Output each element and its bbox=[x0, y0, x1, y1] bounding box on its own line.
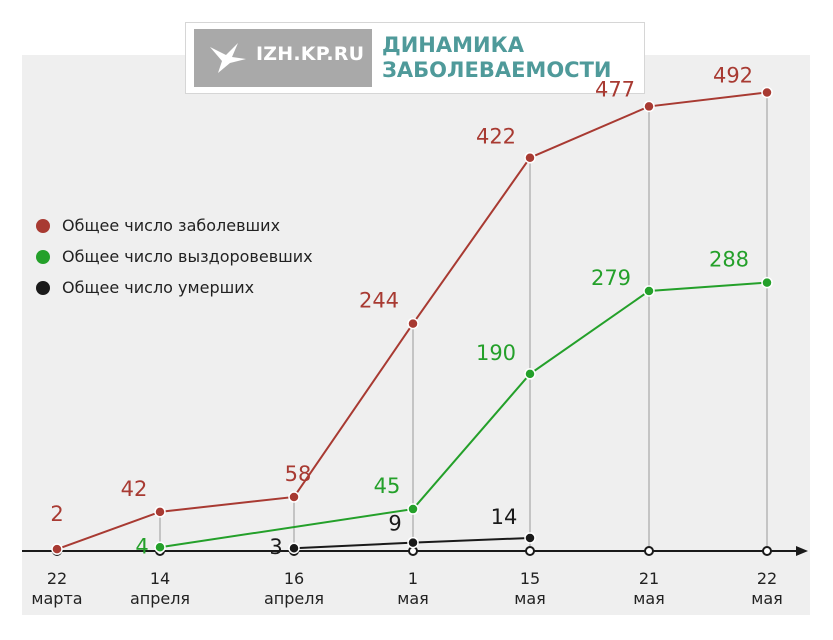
data-labels: 2 42 58 244 422 477 492 4 45 190 279 288 3 9 14 bbox=[50, 63, 753, 559]
chart-panel bbox=[22, 55, 810, 615]
legend-item-recovered: Общее число выздоровевших bbox=[36, 241, 313, 272]
data-point bbox=[524, 532, 536, 544]
data-label: 2 bbox=[50, 502, 63, 526]
x-tick-label: апреля bbox=[264, 589, 324, 608]
logo[interactable]: IZH.KP.RU bbox=[194, 29, 372, 87]
data-label: 288 bbox=[709, 248, 749, 272]
data-label: 477 bbox=[595, 77, 635, 101]
x-axis-arrow bbox=[796, 546, 808, 556]
logo-text: IZH.KP.RU bbox=[256, 43, 365, 65]
data-label: 58 bbox=[285, 462, 312, 486]
header: IZH.KP.RU ДИНАМИКА ЗАБОЛЕВАЕМОСТИ bbox=[185, 22, 645, 94]
data-label: 279 bbox=[591, 266, 631, 290]
data-point bbox=[761, 86, 773, 99]
data-label: 4 bbox=[135, 534, 148, 558]
x-tick-label: 22 bbox=[47, 569, 67, 588]
data-point bbox=[407, 503, 419, 515]
legend: Общее число заболевших Общее число выздо… bbox=[36, 210, 313, 303]
data-point bbox=[154, 541, 166, 554]
data-label: 3 bbox=[269, 535, 282, 559]
data-label: 244 bbox=[359, 289, 399, 313]
data-label: 422 bbox=[476, 125, 516, 149]
series-line bbox=[159, 281, 768, 549]
legend-label-infected: Общее число заболевших bbox=[62, 216, 281, 235]
data-point bbox=[524, 368, 536, 380]
data-point bbox=[51, 543, 63, 555]
legend-item-deaths: Общее число умерших bbox=[36, 272, 313, 303]
guide-lines bbox=[56, 92, 768, 551]
x-tick-label: 21 bbox=[639, 569, 659, 588]
legend-dot-recovered bbox=[36, 249, 50, 264]
legend-label-recovered: Общее число выздоровевших bbox=[62, 247, 313, 266]
x-tick-label: 22 bbox=[757, 569, 777, 588]
x-tick-mark bbox=[644, 546, 654, 556]
data-label: 45 bbox=[374, 474, 401, 498]
data-point bbox=[407, 536, 419, 549]
data-point bbox=[761, 276, 773, 289]
legend-dot-infected bbox=[36, 218, 50, 233]
x-tick-label: марта bbox=[31, 589, 82, 608]
data-point bbox=[288, 491, 300, 503]
data-label: 14 bbox=[491, 505, 518, 529]
tick-labels: 22марта14апреля16апреля1мая15мая21мая22м… bbox=[31, 569, 782, 608]
x-tick-label: 16 bbox=[284, 569, 304, 588]
data-label: 190 bbox=[476, 341, 516, 365]
x-tick-label: 15 bbox=[520, 569, 540, 588]
data-point bbox=[154, 506, 166, 518]
legend-label-deaths: Общее число умерших bbox=[62, 278, 255, 297]
legend-item-infected: Общее число заболевших bbox=[36, 210, 313, 241]
data-label: 42 bbox=[121, 477, 148, 501]
bird-icon bbox=[210, 43, 246, 73]
x-tick-label: 1 bbox=[408, 569, 418, 588]
x-tick-label: мая bbox=[751, 589, 783, 608]
data-label: 492 bbox=[713, 63, 753, 87]
x-tick-label: мая bbox=[633, 589, 665, 608]
data-point bbox=[643, 285, 655, 297]
data-point bbox=[643, 100, 655, 113]
x-tick-label: апреля bbox=[130, 589, 190, 608]
title-line-2: ЗАБОЛЕВАЕМОСТИ bbox=[382, 58, 612, 82]
data-point bbox=[288, 542, 300, 554]
data-points bbox=[51, 86, 773, 555]
data-point bbox=[524, 151, 536, 164]
title-line-1: ДИНАМИКА bbox=[382, 33, 524, 57]
data-label: 9 bbox=[388, 512, 401, 536]
x-tick-mark bbox=[525, 546, 535, 556]
x-tick-label: мая bbox=[514, 589, 546, 608]
x-tick-mark bbox=[762, 546, 772, 556]
page-title: ДИНАМИКА ЗАБОЛЕВАЕМОСТИ bbox=[382, 33, 632, 83]
x-tick-label: 14 bbox=[150, 569, 170, 588]
legend-dot-deaths bbox=[36, 280, 50, 295]
data-point bbox=[407, 317, 419, 330]
x-tick-label: мая bbox=[397, 589, 429, 608]
